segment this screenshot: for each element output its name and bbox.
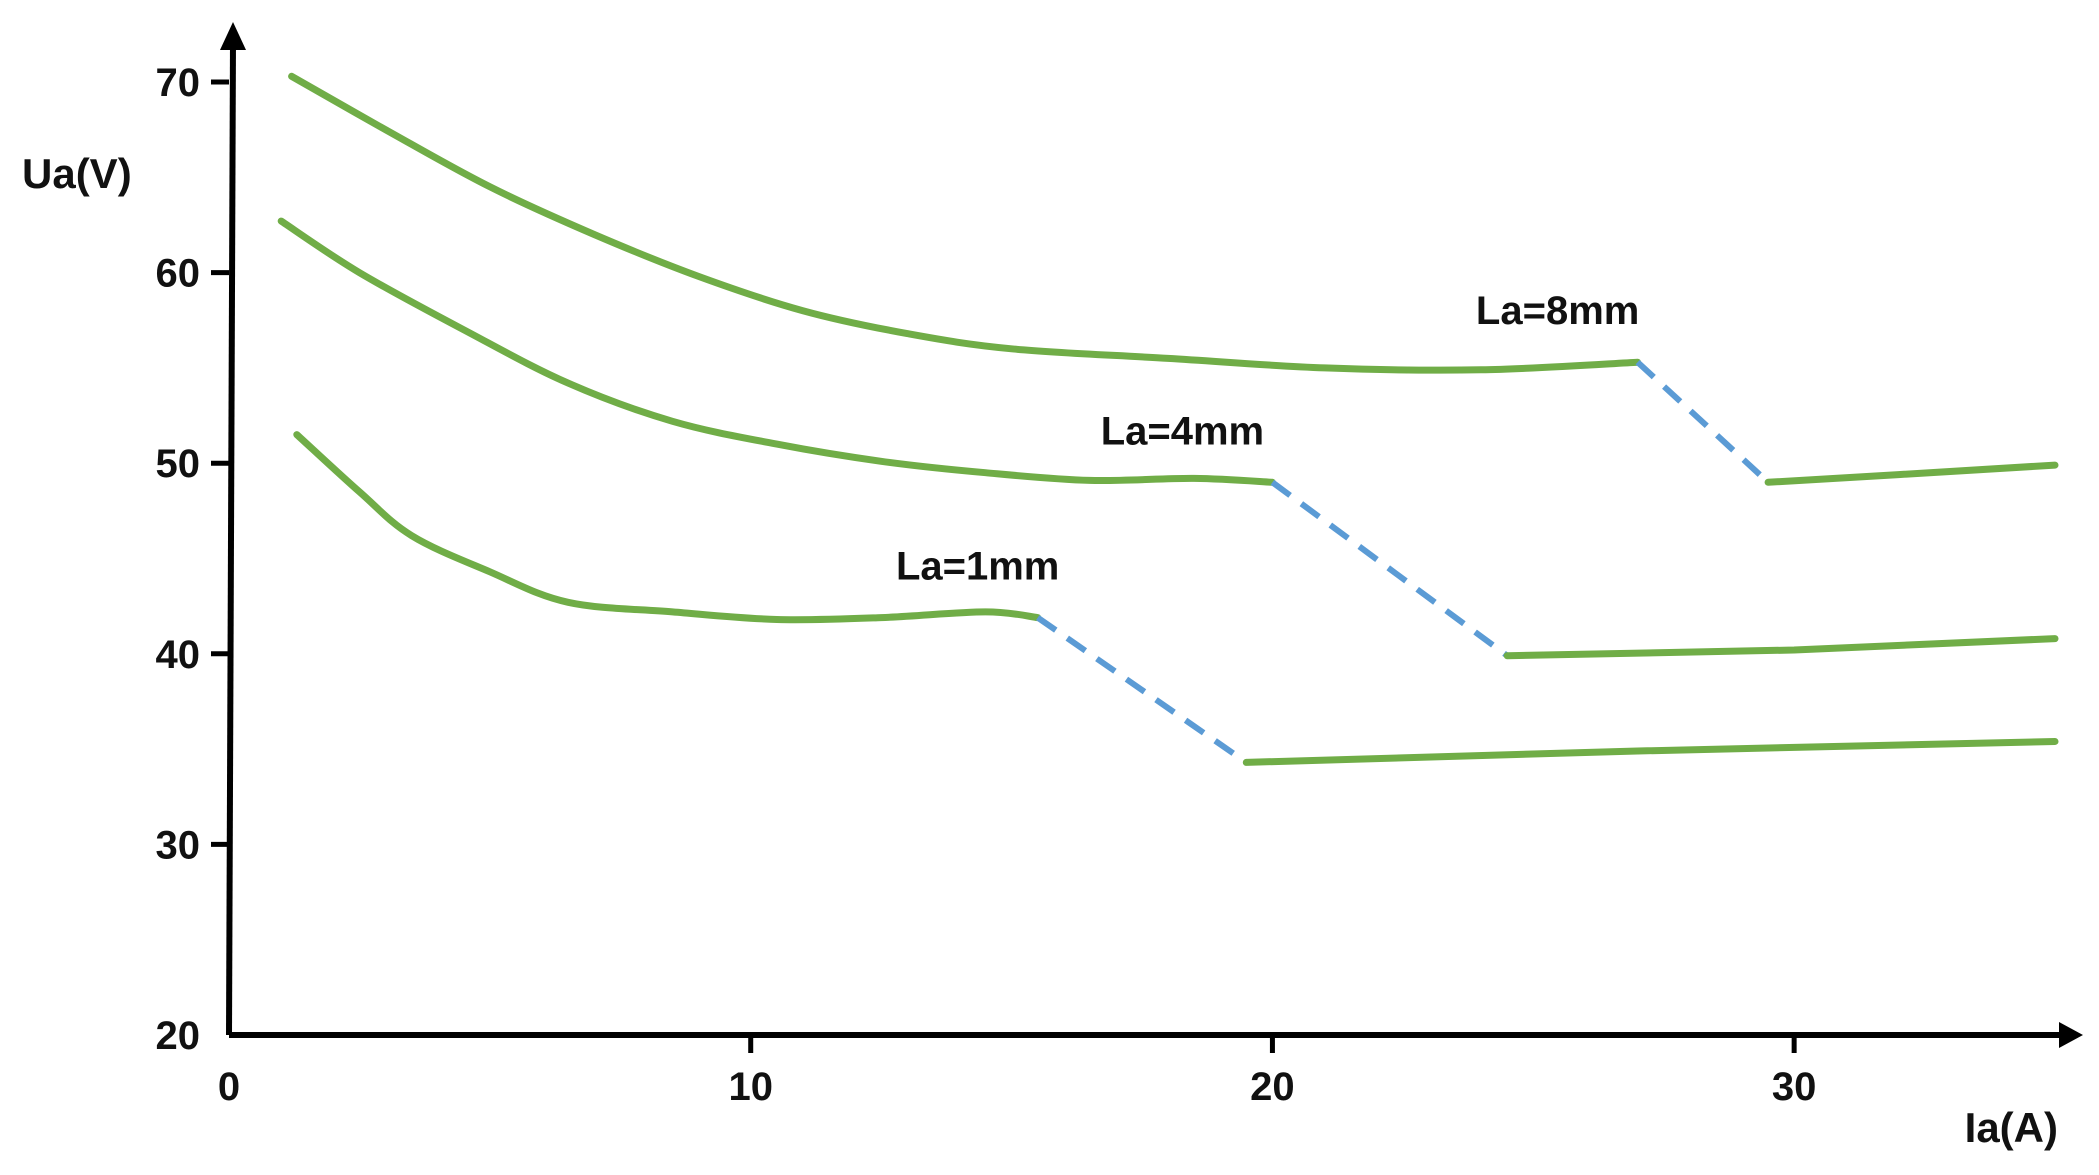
x-tick-label: 30 (1772, 1065, 1817, 1109)
y-tick-label: 20 (156, 1014, 201, 1058)
x-axis-arrow (2059, 1022, 2083, 1048)
axes (220, 22, 2083, 1048)
series-tail (1503, 635, 2059, 660)
x-axis-label: Ia(A) (1965, 1104, 2058, 1151)
series-tail (1242, 738, 2059, 766)
y-tick-label: 50 (156, 442, 201, 486)
series-3 (288, 72, 2059, 486)
y-tick-label: 30 (156, 823, 201, 867)
series-curve (277, 217, 1276, 486)
ticks: 20 30 40 50 60 70 0 10 20 30 (156, 61, 1817, 1109)
y-tick-label: 70 (156, 61, 201, 105)
series-1 (293, 431, 2059, 766)
series-curve (288, 72, 1642, 374)
x-tick-label: 20 (1250, 1065, 1295, 1109)
series-transition-dashed (1035, 615, 1249, 765)
labels: Ua(V) Ia(A) La=1mm La=4mm La=8mm (22, 150, 2058, 1151)
series-label: La=1mm (896, 545, 1059, 589)
series-curve (293, 431, 1042, 624)
y-axis-label: Ua(V) (22, 150, 132, 197)
y-axis-arrow (220, 22, 246, 50)
series-transition-dashed (1635, 359, 1771, 485)
x-tick-label: 10 (728, 1065, 773, 1109)
series-tail (1764, 461, 2059, 486)
series-2 (277, 217, 2059, 660)
y-axis-line (226, 39, 236, 1036)
series-transition-dashed (1270, 479, 1509, 659)
series-label: La=8mm (1476, 289, 1639, 333)
series-label: La=4mm (1101, 409, 1264, 453)
y-tick-label: 40 (156, 633, 201, 677)
y-tick-label: 60 (156, 252, 201, 296)
x-tick-label: 0 (218, 1065, 240, 1109)
series-group (277, 72, 2059, 766)
